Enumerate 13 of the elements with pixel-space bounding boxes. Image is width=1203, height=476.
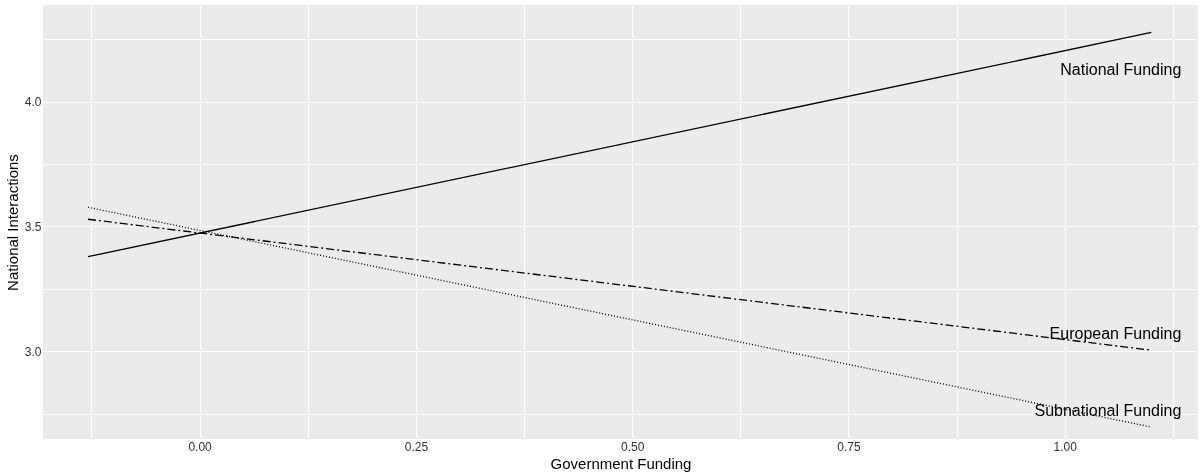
y-tick-label: 4.0 bbox=[24, 95, 42, 110]
x-tick-label: 0.50 bbox=[621, 439, 645, 454]
x-tick-label: 0.00 bbox=[188, 439, 213, 454]
y-tick-label: 3.5 bbox=[24, 219, 42, 234]
x-axis-title: Government Funding bbox=[550, 454, 692, 472]
x-tick-label: 0.25 bbox=[404, 439, 429, 454]
x-tick-label: 0.75 bbox=[837, 439, 861, 454]
y-axis-title: National Interactions bbox=[3, 154, 21, 291]
series-label: Subnational Funding bbox=[1034, 402, 1182, 420]
series-label: National Funding bbox=[1060, 61, 1182, 79]
x-tick-label: 1.00 bbox=[1053, 439, 1078, 454]
y-tick-label: 3.0 bbox=[24, 344, 42, 359]
series-label: European Funding bbox=[1049, 325, 1182, 343]
